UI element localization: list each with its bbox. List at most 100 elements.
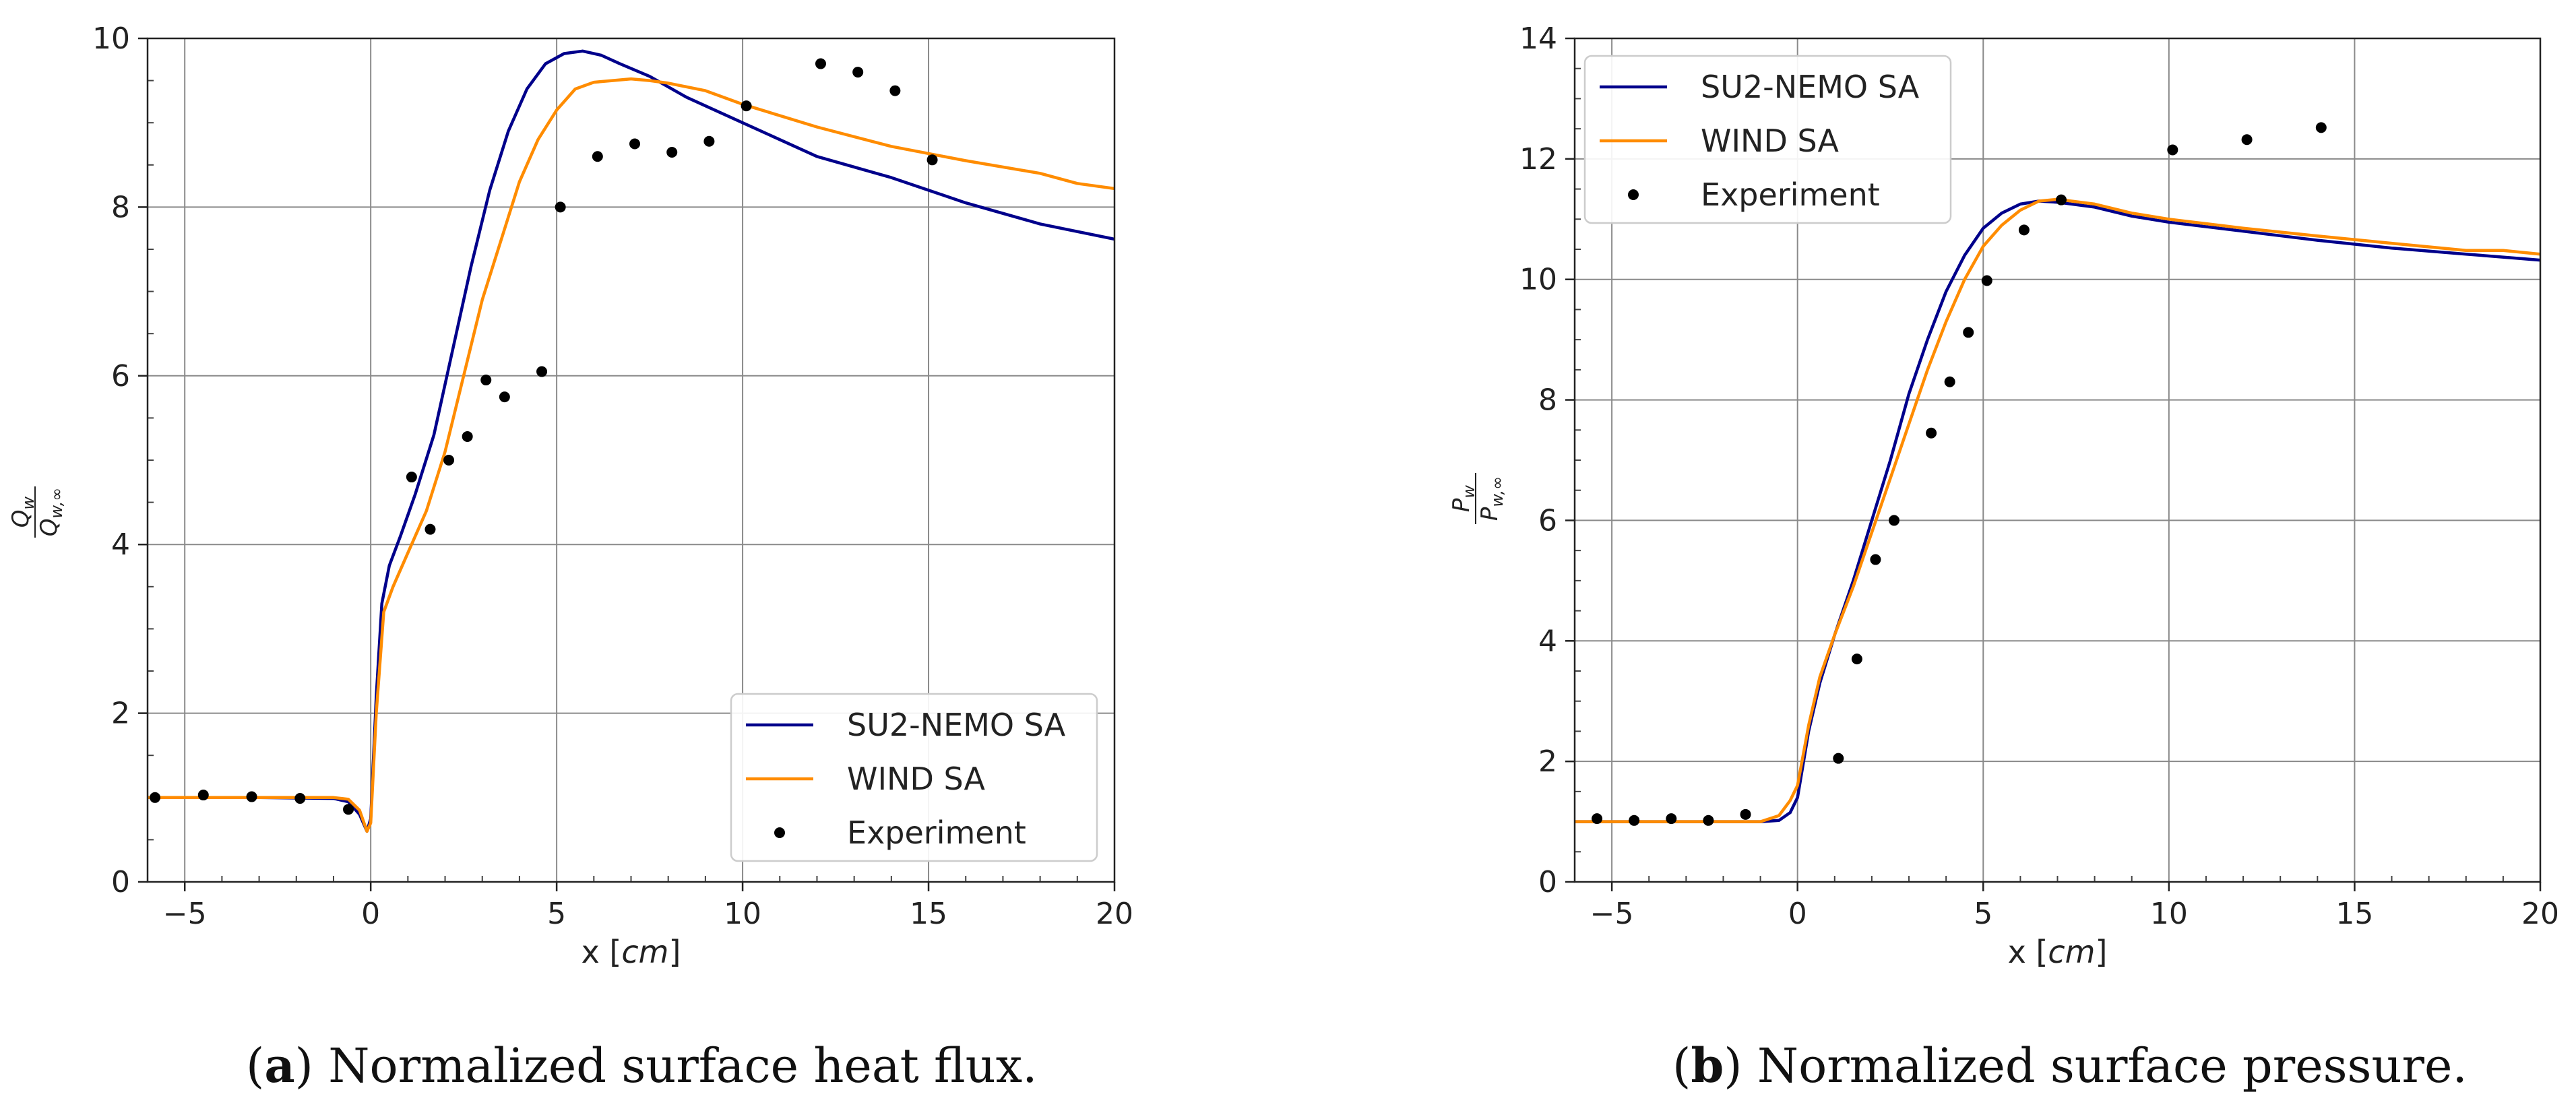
x-tick-label: 5 xyxy=(547,897,566,931)
experiment-point xyxy=(1981,275,1992,286)
experiment-point xyxy=(2018,224,2030,236)
legend-label: Experiment xyxy=(847,815,1026,851)
x-axis-label-unit: cm xyxy=(2048,934,2095,970)
y-tick-label: 8 xyxy=(1538,383,1557,418)
y-label-num-sub: w xyxy=(19,496,38,509)
experiment-point xyxy=(443,455,455,466)
x-axis-label: x [cm] xyxy=(582,934,681,970)
experiment-point xyxy=(1740,808,1751,820)
y-tick-label: 14 xyxy=(1519,22,1557,56)
y-tick-label: 2 xyxy=(111,697,130,731)
experiment-point xyxy=(1703,815,1714,826)
plot-area xyxy=(1575,122,2540,826)
experiment-point xyxy=(1851,654,1862,665)
x-axis-label-suffix: ] xyxy=(668,934,681,970)
y-axis-label-numerator: Qw xyxy=(7,496,38,528)
x-tick-label: 10 xyxy=(724,897,761,931)
series-line-wind-sa xyxy=(148,77,1114,833)
y-tick-label: 10 xyxy=(1519,263,1557,297)
x-axis-label-unit: cm xyxy=(621,934,668,970)
legend-label: Experiment xyxy=(1701,177,1880,213)
series-line-su2-nemo-sa xyxy=(1575,199,2540,823)
x-tick-label: 15 xyxy=(2335,897,2373,931)
y-label-den-sub: w,∞ xyxy=(1488,476,1507,507)
legend-label: SU2-NEMO SA xyxy=(847,707,1066,743)
x-tick-label: 0 xyxy=(361,897,380,931)
experiment-point xyxy=(852,67,864,78)
experiment-point xyxy=(197,790,209,801)
y-label-den-sub: w,∞ xyxy=(47,488,66,519)
experiment-point xyxy=(703,135,715,147)
experiment-point xyxy=(889,85,901,96)
experiment-point xyxy=(246,791,257,802)
experiment-point xyxy=(1833,753,1844,764)
y-tick-label: 4 xyxy=(111,528,130,562)
x-axis-label-suffix: ] xyxy=(2095,934,2107,970)
experiment-point xyxy=(1944,376,1955,387)
x-tick-label: 0 xyxy=(1788,897,1807,931)
legend-label: WIND SA xyxy=(1701,123,1840,159)
caption-a: (a) Normalized surface heat flux. xyxy=(246,1038,1038,1093)
y-tick-label: 8 xyxy=(111,190,130,224)
legend-box xyxy=(730,693,1098,862)
x-tick-label: −5 xyxy=(1590,897,1634,931)
experiment-point xyxy=(666,147,678,158)
experiment-point xyxy=(592,151,603,162)
legend-swatch-marker xyxy=(1628,189,1639,200)
experiment-point xyxy=(1666,813,1677,825)
y-label-num-main: Q xyxy=(7,509,34,528)
experiment-point xyxy=(536,366,548,377)
x-axis-label-prefix: x [ xyxy=(2008,934,2048,970)
experiment-point xyxy=(555,201,566,213)
x-axis-label-prefix: x [ xyxy=(582,934,622,970)
experiment-point xyxy=(815,58,826,69)
experiment-point xyxy=(294,793,306,804)
x-tick-label: −5 xyxy=(163,897,207,931)
caption-b-text: Normalized surface pressure. xyxy=(1757,1038,2468,1093)
y-tick-label: 10 xyxy=(92,22,130,56)
x-tick-label: 20 xyxy=(2521,897,2559,931)
legend-label: SU2-NEMO SA xyxy=(1701,69,1920,105)
experiment-point xyxy=(629,138,641,150)
y-label-den-main: P xyxy=(1476,507,1503,521)
y-label-den-main: Q xyxy=(36,518,63,536)
experiment-point xyxy=(343,804,354,815)
caption-b: (b) Normalized surface pressure. xyxy=(1672,1038,2468,1093)
experiment-point xyxy=(2241,134,2253,146)
series-line-wind-sa xyxy=(1575,197,2540,823)
legend-label: WIND SA xyxy=(847,761,986,797)
x-tick-label: 15 xyxy=(910,897,947,931)
experiment-point xyxy=(1926,427,1937,439)
experiment-point xyxy=(1592,813,1603,825)
x-tick-label: 10 xyxy=(2150,897,2188,931)
experiment-point xyxy=(2167,144,2178,156)
caption-b-letter: b xyxy=(1691,1038,1724,1093)
x-tick-label: 20 xyxy=(1096,897,1133,931)
legend-box xyxy=(1583,55,1952,224)
experiment-point xyxy=(2315,122,2327,133)
experiment-point xyxy=(1963,327,1974,338)
y-tick-label: 6 xyxy=(111,359,130,393)
experiment-point xyxy=(1888,515,1899,526)
experiment-point xyxy=(1629,815,1640,826)
legend: SU2-NEMO SA WIND SA Experiment xyxy=(1583,55,1952,224)
legend-swatch-marker xyxy=(774,827,785,838)
y-label-num-main: P xyxy=(1448,498,1475,512)
x-tick-label: 5 xyxy=(1974,897,1992,931)
y-axis-label-numerator: Pw xyxy=(1448,485,1478,513)
y-axis-label-denominator: Qw,∞ xyxy=(36,488,66,536)
experiment-point xyxy=(480,375,492,386)
y-tick-label: 4 xyxy=(1538,624,1557,658)
y-tick-label: 6 xyxy=(1538,503,1557,538)
x-axis-label: x [cm] xyxy=(2008,934,2108,970)
experiment-point xyxy=(406,472,417,483)
caption-a-letter: a xyxy=(264,1038,295,1093)
y-tick-label: 0 xyxy=(111,865,130,899)
legend: SU2-NEMO SA WIND SA Experiment xyxy=(730,693,1098,862)
experiment-point xyxy=(1870,554,1881,565)
y-axis-label-denominator: Pw,∞ xyxy=(1476,476,1507,521)
